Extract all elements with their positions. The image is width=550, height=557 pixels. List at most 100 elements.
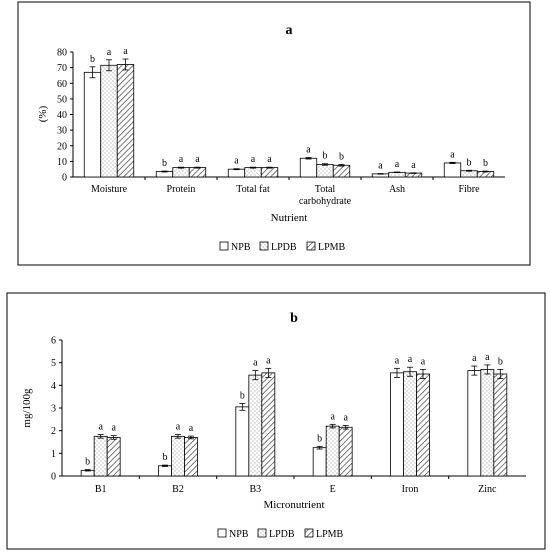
bar-lpmb xyxy=(116,64,135,178)
bar-lpmb xyxy=(416,373,430,477)
significance-letter: a xyxy=(450,149,455,160)
panel-title: a xyxy=(286,23,293,38)
x-tick-label: Fibre xyxy=(458,184,480,195)
bar-lpdb xyxy=(460,170,478,178)
significance-letter: a xyxy=(111,423,116,434)
significance-letter: b xyxy=(323,151,328,162)
bar-lpmb xyxy=(106,437,121,477)
y-tick-label: 5 xyxy=(51,358,56,369)
y-tick-label: 0 xyxy=(51,472,56,483)
y-tick-label: 1 xyxy=(51,449,56,460)
significance-letter: a xyxy=(189,423,194,434)
x-axis-label: Nutrient xyxy=(271,212,308,224)
significance-letter: a xyxy=(251,154,256,165)
significance-letter: a xyxy=(98,422,103,433)
bar-npb xyxy=(235,406,250,477)
significance-letter: b xyxy=(498,356,503,367)
x-tick-label: Total fat xyxy=(236,184,270,195)
significance-letter: b xyxy=(90,54,95,65)
significance-letter: b xyxy=(163,452,168,463)
significance-letter: a xyxy=(306,144,311,155)
significance-letter: b xyxy=(162,158,167,169)
legend-label-lpmb: LPMB xyxy=(318,242,346,253)
bar-lpdb xyxy=(93,435,108,477)
y-tick-label: 6 xyxy=(51,336,56,347)
y-tick-label: 2 xyxy=(51,426,56,437)
y-tick-label: 50 xyxy=(57,94,67,105)
bar-npb xyxy=(158,465,172,477)
bar-npb xyxy=(299,157,318,178)
significance-letter: a xyxy=(421,356,426,367)
bar-npb xyxy=(83,71,102,178)
bar-lpdb xyxy=(325,425,340,477)
x-tick-label: Zinc xyxy=(478,484,497,495)
bar-lpdb xyxy=(248,374,263,477)
legend-swatch-npb xyxy=(217,528,227,538)
legend-swatch-npb xyxy=(219,241,229,251)
bar-lpdb xyxy=(171,435,185,477)
bar-lpdb xyxy=(480,369,495,477)
significance-letter: a xyxy=(195,154,200,165)
significance-letter: a xyxy=(330,411,335,422)
significance-letter: a xyxy=(176,422,181,433)
x-axis-label: Micronutrient xyxy=(263,499,324,511)
legend-label-npb: NPB xyxy=(229,529,249,540)
significance-letter: b xyxy=(483,158,488,169)
bar-lpdb xyxy=(172,167,190,178)
bar-lpmb xyxy=(493,373,508,477)
bar-lpdb xyxy=(403,371,417,477)
legend-label-lpdb: LPDB xyxy=(271,242,297,253)
x-tick-label: Iron xyxy=(402,484,419,495)
bar-npb xyxy=(467,370,482,477)
significance-letter: a xyxy=(472,353,477,364)
y-axis-label: mg/100g xyxy=(21,388,33,428)
x-tick-label: B3 xyxy=(249,484,261,495)
significance-letter: a xyxy=(179,154,184,165)
significance-letter: a xyxy=(267,154,272,165)
x-tick-label: B1 xyxy=(95,484,107,495)
y-tick-label: 80 xyxy=(57,48,67,59)
significance-letter: b xyxy=(317,433,322,444)
bar-npb xyxy=(312,447,327,477)
bar-lpdb xyxy=(244,167,262,178)
x-tick-label: B2 xyxy=(172,484,184,495)
bar-npb xyxy=(390,372,404,477)
significance-letter: a xyxy=(378,161,383,172)
y-tick-label: 10 xyxy=(57,157,67,168)
x-tick-label: Ash xyxy=(389,184,405,195)
bar-npb xyxy=(443,162,462,178)
significance-letter: a xyxy=(234,156,239,167)
significance-letter: a xyxy=(343,412,348,423)
bar-lpmb xyxy=(261,372,276,477)
panel-b-frame xyxy=(6,292,546,550)
legend-label-lpmb: LPMB xyxy=(316,529,344,540)
panel-title: b xyxy=(290,311,298,326)
bar-lpmb xyxy=(338,426,353,477)
y-axis-label: (%) xyxy=(37,105,49,122)
significance-letter: a xyxy=(107,47,112,58)
significance-letter: a xyxy=(408,354,413,365)
legend-swatch-lpmb xyxy=(304,528,314,538)
y-tick-label: 70 xyxy=(57,63,67,74)
legend-label-npb: NPB xyxy=(231,242,251,253)
x-tick-label: Total carbohydrate xyxy=(299,184,352,207)
legend-swatch-lpdb xyxy=(259,241,269,251)
significance-letter: a xyxy=(395,355,400,366)
significance-letter: b xyxy=(85,457,90,468)
y-tick-label: 40 xyxy=(57,110,67,121)
bar-lpmb xyxy=(184,437,198,477)
significance-letter: a xyxy=(266,355,271,366)
bar-lpmb xyxy=(260,167,279,178)
significance-letter: a xyxy=(411,160,416,171)
legend-label-lpdb: LPDB xyxy=(269,529,295,540)
bar-npb xyxy=(227,168,246,178)
bar-lpdb xyxy=(100,64,118,178)
bar-lpmb xyxy=(188,167,207,178)
y-tick-label: 0 xyxy=(62,173,67,184)
significance-letter: a xyxy=(253,358,258,369)
significance-letter: a xyxy=(485,352,490,363)
x-tick-label: Moisture xyxy=(91,184,128,195)
significance-letter: a xyxy=(395,159,400,170)
bar-lpdb xyxy=(316,164,334,178)
